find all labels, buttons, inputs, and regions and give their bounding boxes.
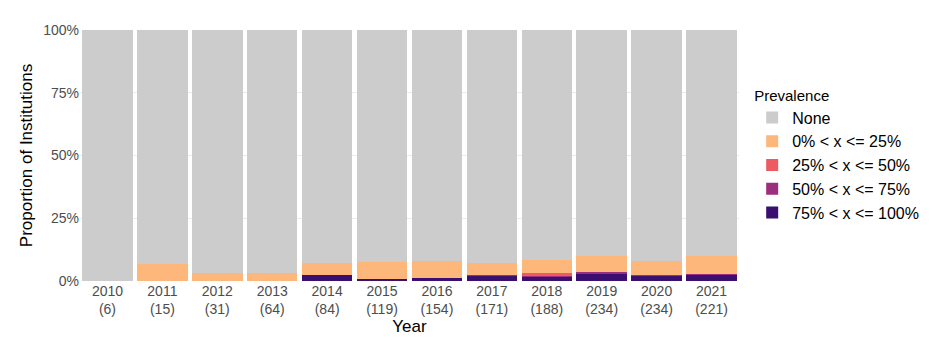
svg-text:Year: Year bbox=[392, 317, 427, 336]
svg-text:None: None bbox=[792, 110, 830, 127]
svg-text:2015(119): 2015(119) bbox=[366, 283, 398, 317]
svg-text:75%: 75% bbox=[51, 85, 79, 101]
svg-text:25%: 25% bbox=[51, 210, 79, 226]
svg-text:2020(234): 2020(234) bbox=[640, 283, 673, 317]
svg-text:Proportion of Institutions: Proportion of Institutions bbox=[17, 64, 36, 247]
svg-text:100%: 100% bbox=[43, 22, 79, 38]
svg-text:2011(15): 2011(15) bbox=[147, 283, 177, 317]
svg-text:2013(64): 2013(64) bbox=[257, 283, 288, 317]
svg-text:2012(31): 2012(31) bbox=[202, 283, 233, 317]
svg-text:2014(84): 2014(84) bbox=[312, 283, 343, 317]
svg-text:0% < x <= 25%: 0% < x <= 25% bbox=[792, 133, 901, 150]
svg-text:50%: 50% bbox=[51, 147, 79, 163]
svg-text:25% < x <= 50%: 25% < x <= 50% bbox=[792, 157, 910, 174]
svg-text:Prevalence: Prevalence bbox=[754, 87, 829, 104]
svg-text:2018(188): 2018(188) bbox=[530, 283, 563, 317]
svg-text:0%: 0% bbox=[59, 273, 79, 289]
svg-text:50% < x <= 75%: 50% < x <= 75% bbox=[792, 181, 910, 198]
svg-text:2019(234): 2019(234) bbox=[585, 283, 618, 317]
svg-text:2017(171): 2017(171) bbox=[476, 283, 509, 317]
svg-text:2021(221): 2021(221) bbox=[695, 283, 728, 317]
svg-text:75% < x <= 100%: 75% < x <= 100% bbox=[792, 205, 919, 222]
svg-text:2010(6): 2010(6) bbox=[92, 283, 123, 317]
svg-text:2016(154): 2016(154) bbox=[421, 283, 454, 317]
